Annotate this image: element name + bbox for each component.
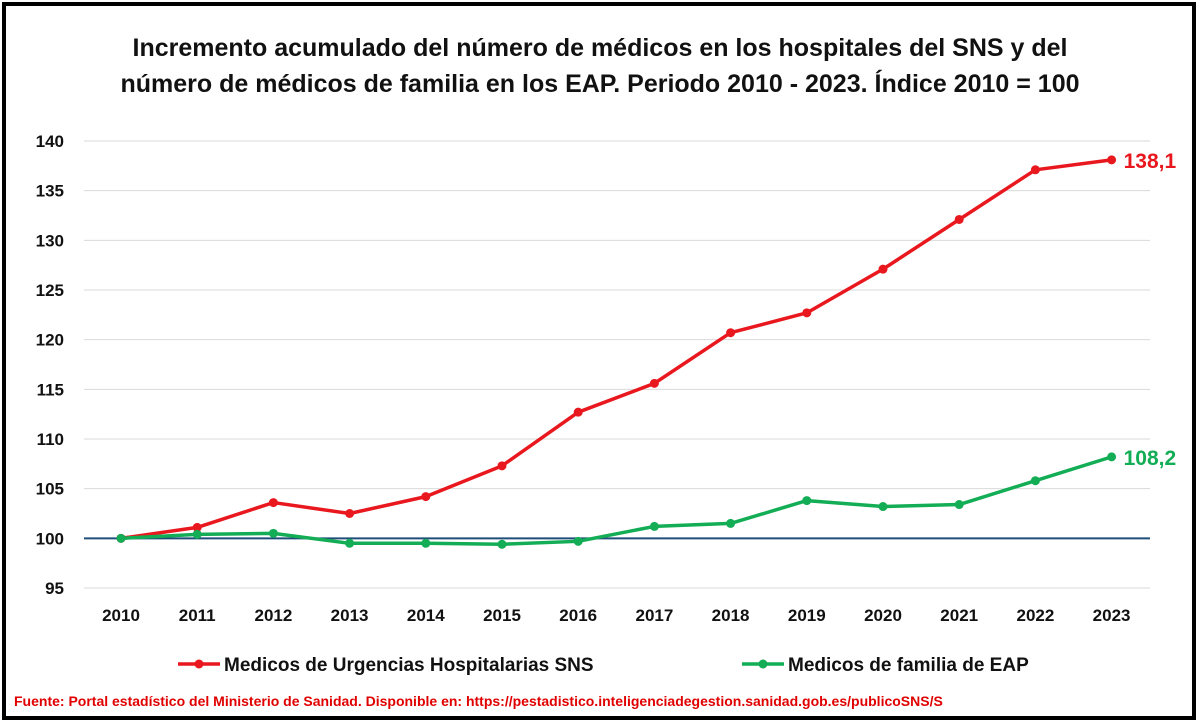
data-point: [421, 492, 431, 502]
x-tick-label: 2014: [407, 606, 445, 625]
data-point: [345, 509, 355, 518]
series-line-1: [119, 158, 1114, 541]
data-point: [649, 378, 659, 388]
data-point: [573, 407, 583, 417]
data-point: [802, 308, 812, 318]
legend-marker-1: [194, 659, 204, 669]
x-tick-label: 2023: [1093, 606, 1131, 625]
end-value-label: 138,1: [1124, 150, 1177, 173]
end-value-label: 108,2: [1124, 447, 1177, 470]
chart-title-line-2: número de médicos de familia en los EAP.…: [120, 70, 1080, 98]
x-tick-label: 2021: [940, 606, 978, 625]
x-tick-label: 2020: [864, 606, 902, 625]
y-tick-label: 100: [36, 529, 64, 548]
x-tick-label: 2016: [559, 606, 597, 625]
data-point: [497, 539, 507, 549]
data-point: [954, 500, 964, 510]
data-point: [421, 538, 431, 548]
data-point: [192, 522, 202, 532]
data-point: [573, 536, 583, 546]
series-line-2: [119, 455, 1114, 547]
y-tick-label: 95: [45, 579, 64, 598]
y-tick-label: 115: [37, 380, 64, 399]
y-tick-label: 130: [36, 231, 64, 250]
y-tick-label: 120: [36, 331, 64, 350]
x-tick-label: 2017: [635, 606, 673, 625]
data-point: [878, 264, 888, 274]
x-tick-label: 2010: [102, 606, 140, 625]
y-tick-label: 110: [37, 430, 64, 449]
y-tick-label: 140: [36, 132, 64, 151]
legend-label-1: Medicos de Urgencias Hospitalarias SNS: [224, 655, 594, 676]
data-point: [802, 496, 812, 506]
x-tick-label: 2012: [254, 606, 292, 625]
data-point: [726, 328, 736, 338]
y-tick-label: 105: [36, 480, 64, 499]
x-tick-label: 2022: [1016, 606, 1054, 625]
source-note: Fuente: Portal estadístico del Ministeri…: [14, 693, 943, 709]
data-point: [726, 518, 736, 528]
data-point: [1107, 155, 1117, 165]
data-point: [649, 521, 659, 531]
data-point: [497, 461, 507, 471]
legend-marker-2: [758, 659, 768, 669]
data-point: [1030, 165, 1040, 175]
chart-title-line-1: Incremento acumulado del número de médic…: [132, 34, 1068, 62]
data-point: [116, 533, 126, 543]
chart-title: Incremento acumulado del número de médic…: [0, 30, 1200, 102]
data-point: [192, 529, 202, 539]
x-tick-label: 2015: [483, 606, 521, 625]
x-tick-label: 2011: [179, 606, 216, 625]
data-point: [954, 214, 964, 224]
x-tick-label: 2013: [331, 606, 369, 625]
x-tick-label: 2019: [788, 606, 826, 625]
y-tick-label: 135: [36, 182, 64, 201]
data-point: [1030, 476, 1040, 486]
data-point: [345, 538, 355, 548]
x-tick-label: 2018: [712, 606, 750, 625]
data-point: [878, 502, 888, 512]
data-point: [268, 528, 278, 538]
data-point: [1107, 452, 1117, 462]
data-point: [268, 498, 278, 508]
legend-label-2: Medicos de familia de EAP: [788, 655, 1029, 676]
y-tick-label: 125: [36, 281, 64, 300]
